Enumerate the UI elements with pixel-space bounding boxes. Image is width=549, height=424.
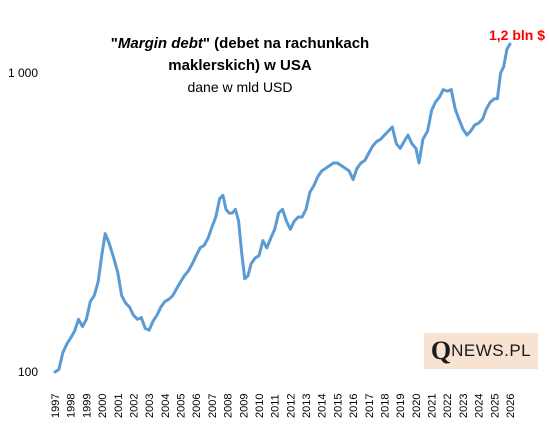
- x-tick-label: 2015: [332, 394, 344, 418]
- x-tick-label: 2011: [270, 394, 282, 418]
- y-axis: 100 1 000: [8, 66, 38, 379]
- y-tick-label: 1 000: [8, 66, 38, 80]
- x-axis: 1997 1998 1999 2000 2001 2002 2003 2004 2005 2006…: [50, 394, 517, 418]
- x-tick-label: 2003: [144, 394, 156, 418]
- x-tick-label: 2001: [113, 394, 125, 418]
- x-tick-label: 2000: [97, 394, 109, 418]
- x-tick-label: 2012: [285, 394, 297, 418]
- x-tick-label: 2026: [505, 394, 517, 418]
- x-tick-label: 2013: [301, 394, 313, 418]
- x-tick-label: 2023: [458, 394, 470, 418]
- x-tick-label: 2007: [207, 394, 219, 418]
- x-tick-label: 2016: [348, 394, 360, 418]
- x-tick-label: 2018: [379, 394, 391, 418]
- title-rest: " (debet na rachunkach: [203, 35, 369, 52]
- x-tick-label: 2025: [489, 394, 501, 418]
- peak-annotation: 1,2 bln $: [489, 27, 545, 43]
- x-tick-label: 2010: [254, 394, 266, 418]
- x-tick-label: 2004: [160, 394, 172, 418]
- x-tick-label: 2017: [364, 394, 376, 418]
- x-tick-label: 2014: [317, 394, 329, 418]
- x-tick-label: 1997: [50, 394, 62, 418]
- chart-subtitle: dane w mld USD: [187, 79, 292, 95]
- x-tick-label: 2006: [191, 394, 203, 418]
- x-tick-label: 2002: [128, 394, 140, 418]
- x-tick-label: 2022: [442, 394, 454, 418]
- title-italic: Margin debt: [118, 35, 204, 52]
- x-tick-label: 2020: [411, 394, 423, 418]
- x-tick-label: 2019: [395, 394, 407, 418]
- x-tick-label: 2009: [238, 394, 250, 418]
- plot-area: [53, 42, 512, 374]
- series-line-margin-debt: [53, 42, 512, 374]
- x-tick-label: 2021: [427, 394, 439, 418]
- x-tick-label: 2005: [176, 394, 188, 418]
- logo-q-letter: Q: [430, 336, 452, 365]
- chart-title-line1: "Margin debt" (debet na rachunkach: [111, 35, 369, 52]
- x-tick-label: 2008: [223, 394, 235, 418]
- logo-text: NEWS.PL: [451, 341, 532, 360]
- qnews-logo: Q NEWS.PL: [424, 333, 538, 369]
- x-tick-label: 1998: [66, 394, 78, 418]
- chart-title-line2: maklerskich) w USA: [168, 57, 312, 74]
- title-quote-open: ": [111, 35, 118, 52]
- y-tick-label: 100: [18, 365, 38, 379]
- x-tick-label: 2024: [474, 394, 486, 418]
- x-tick-label: 1999: [81, 394, 93, 418]
